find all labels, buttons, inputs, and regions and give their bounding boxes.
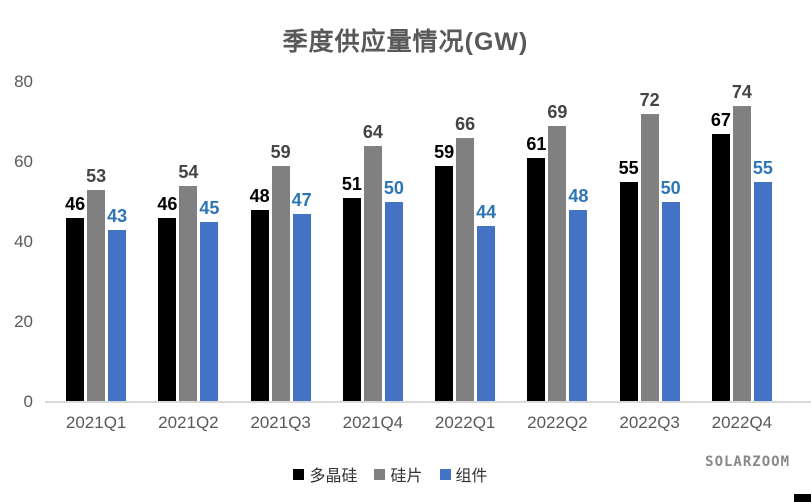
bar-group-2022Q4: 67 74 55 2022Q4 — [696, 82, 788, 432]
x-tick-label: 2022Q4 — [711, 413, 773, 432]
x-tick-label: 2022Q1 — [434, 413, 496, 432]
chart-title: 季度供应量情况(GW) — [282, 28, 529, 56]
x-tick-label: 2021Q1 — [65, 413, 127, 432]
bar-组件-2022Q2: 48 — [568, 186, 588, 402]
bar-多晶硅-2021Q3: 48 — [250, 186, 270, 402]
legend-item-硅片: 硅片 — [374, 462, 423, 486]
corner-mark — [794, 494, 811, 502]
data-label: 48 — [249, 186, 270, 206]
bar-group-2022Q1: 59 66 44 2022Q1 — [419, 82, 511, 432]
data-label: 46 — [65, 194, 86, 214]
bar-group-2021Q4: 51 64 50 2021Q4 — [327, 82, 419, 432]
data-label: 44 — [476, 202, 497, 222]
data-label: 72 — [639, 90, 660, 110]
data-label: 46 — [157, 194, 178, 214]
legend-swatch-icon — [293, 468, 305, 480]
data-label: 59 — [434, 142, 455, 162]
watermark-text: SOLARZOOM — [705, 454, 790, 470]
bar-多晶硅-2021Q2: 46 — [157, 194, 177, 402]
x-tick-label: 2021Q4 — [342, 413, 404, 432]
data-label: 55 — [752, 158, 773, 178]
plot-area: 46 53 43 2021Q1 46 54 45 2021Q2 48 59 47 2021Q3 51 64… — [50, 82, 788, 432]
bar-组件-2021Q4: 50 — [384, 178, 404, 402]
x-axis-line — [45, 401, 811, 403]
legend-label: 组件 — [455, 468, 488, 485]
data-label: 61 — [526, 134, 547, 154]
bar-硅片-2021Q4: 64 — [363, 122, 383, 402]
legend: 多晶硅 硅片 组件 — [0, 462, 811, 486]
bar-硅片-2021Q3: 59 — [271, 142, 291, 402]
bar-group-2021Q3: 48 59 47 2021Q3 — [235, 82, 327, 432]
bar-group-2022Q3: 55 72 50 2022Q3 — [604, 82, 696, 432]
y-tick-label: 20 — [14, 312, 33, 331]
data-label: 67 — [710, 110, 731, 130]
bar-多晶硅-2021Q4: 51 — [342, 174, 362, 402]
data-label: 64 — [362, 122, 383, 142]
x-tick-label: 2022Q3 — [619, 413, 680, 432]
bar-多晶硅-2022Q3: 55 — [619, 158, 639, 402]
bar-组件-2021Q3: 47 — [292, 190, 312, 402]
bar-硅片-2021Q1: 53 — [86, 166, 106, 402]
legend-label: 硅片 — [390, 468, 423, 485]
data-label: 74 — [731, 82, 752, 102]
y-tick-label: 60 — [14, 152, 33, 171]
legend-swatch-icon — [374, 468, 386, 480]
data-label: 48 — [568, 186, 589, 206]
bar-硅片-2022Q1: 66 — [455, 114, 475, 402]
bar-group-2022Q2: 61 69 48 2022Q2 — [511, 82, 603, 432]
bar-多晶硅-2021Q1: 46 — [65, 194, 85, 402]
bar-多晶硅-2022Q2: 61 — [526, 134, 546, 402]
data-label: 53 — [86, 166, 107, 186]
data-label: 50 — [383, 178, 404, 198]
y-tick-label: 40 — [14, 232, 33, 251]
y-tick-label: 80 — [14, 72, 33, 91]
legend-label: 多晶硅 — [309, 468, 358, 485]
bar-硅片-2022Q4: 74 — [732, 82, 752, 402]
data-label: 55 — [618, 158, 639, 178]
data-label: 43 — [107, 206, 128, 226]
bar-组件-2021Q1: 43 — [107, 206, 127, 402]
legend-item-多晶硅: 多晶硅 — [293, 462, 357, 486]
legend-swatch-icon — [439, 468, 451, 480]
data-label: 45 — [199, 198, 220, 218]
x-tick-label: 2022Q2 — [527, 413, 588, 432]
bar-组件-2022Q4: 55 — [753, 158, 773, 402]
data-label: 66 — [455, 114, 476, 134]
data-label: 59 — [270, 142, 291, 162]
x-tick-label: 2021Q2 — [158, 413, 219, 432]
legend-item-组件: 组件 — [439, 462, 488, 486]
bar-组件-2022Q3: 50 — [661, 178, 681, 402]
bar-group-2021Q2: 46 54 45 2021Q2 — [142, 82, 234, 432]
bar-硅片-2021Q2: 54 — [178, 162, 198, 402]
bar-组件-2022Q1: 44 — [476, 202, 496, 402]
data-label: 50 — [660, 178, 681, 198]
data-label: 54 — [178, 162, 199, 182]
bar-group-2021Q1: 46 53 43 2021Q1 — [50, 82, 142, 432]
bar-硅片-2022Q3: 72 — [640, 90, 660, 402]
bar-多晶硅-2022Q1: 59 — [434, 142, 454, 402]
bar-多晶硅-2022Q4: 67 — [711, 110, 731, 402]
x-tick-label: 2021Q3 — [250, 413, 311, 432]
y-tick-label: 0 — [23, 392, 33, 411]
bar-硅片-2022Q2: 69 — [547, 102, 567, 402]
bar-组件-2021Q2: 45 — [199, 198, 219, 402]
data-label: 47 — [291, 190, 312, 210]
data-label: 69 — [547, 102, 568, 122]
data-label: 51 — [341, 174, 362, 194]
